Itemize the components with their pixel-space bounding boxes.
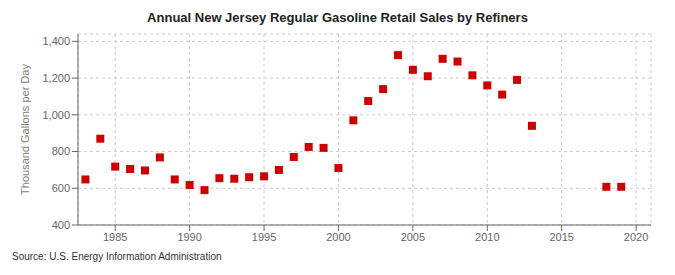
- svg-text:2015: 2015: [549, 231, 573, 243]
- svg-text:2010: 2010: [475, 231, 499, 243]
- svg-text:1,400: 1,400: [42, 35, 70, 47]
- html-text:Annual New Jersey Regular Gaso: Annual New Jersey Regular Gasoline Retai…: [147, 10, 528, 25]
- svg-text:1,200: 1,200: [42, 72, 70, 84]
- svg-text:1995: 1995: [252, 231, 276, 243]
- svg-text:2005: 2005: [401, 231, 425, 243]
- svg-text:1990: 1990: [177, 231, 201, 243]
- svg-text:1,000: 1,000: [42, 109, 70, 121]
- svg-text:2000: 2000: [326, 231, 350, 243]
- svg-text:1985: 1985: [103, 231, 127, 243]
- svg-text:Thousand Gallons per Day: Thousand Gallons per Day: [19, 64, 31, 195]
- svg-text:800: 800: [52, 145, 70, 157]
- svg-text:600: 600: [52, 182, 70, 194]
- svg-text:400: 400: [52, 219, 70, 231]
- html-text:Source: U.S. Energy Informatio: Source: U.S. Energy Information Administ…: [12, 251, 222, 262]
- svg-text:2020: 2020: [624, 231, 648, 243]
